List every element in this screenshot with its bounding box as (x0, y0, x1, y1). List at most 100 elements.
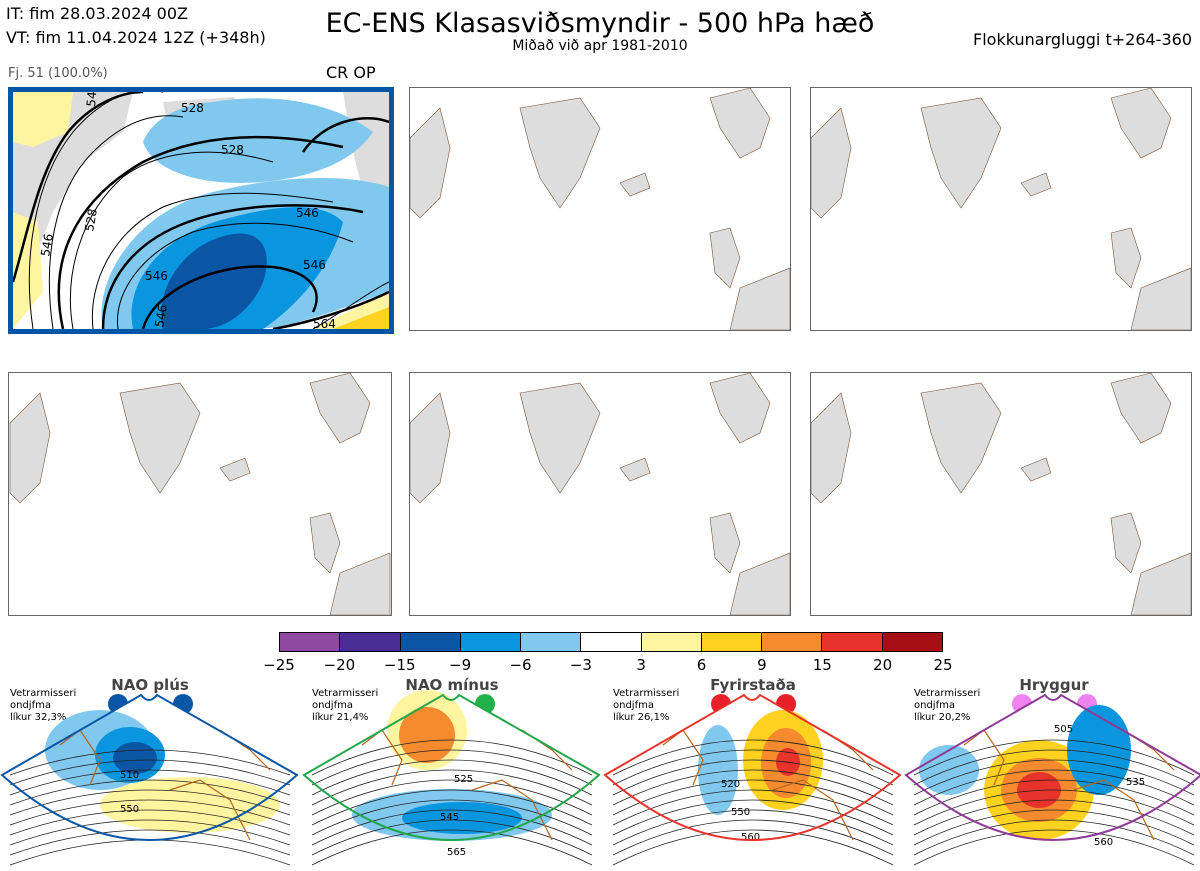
cluster-map-panel-4[interactable] (8, 372, 392, 616)
classification-window: Flokkunargluggi t+264-360 (973, 30, 1192, 49)
height-contour (913, 749, 1195, 786)
map-icon (410, 88, 790, 330)
height-contour (913, 769, 1195, 806)
height-contour (311, 769, 593, 806)
height-contour (311, 819, 593, 856)
cluster-map-panel-1[interactable]: 528 528 546 546 546 528 546 564 546 546 (8, 87, 394, 334)
height-contour (311, 779, 593, 816)
regime-info: Vetrarmisseri ondjfma líkur 32,3% (10, 688, 77, 723)
contour-label: 550 (120, 804, 139, 815)
height-contour (9, 759, 291, 786)
regime-title: Fyrirstaða (710, 676, 796, 694)
colorbar-swatch (822, 633, 883, 651)
colorbar-swatch (460, 633, 522, 651)
colorbar-tick: 9 (757, 656, 767, 674)
regime-title: Hryggur (1019, 676, 1089, 694)
height-contour (9, 749, 291, 776)
anomaly-area (698, 725, 738, 815)
colorbar-tick: 6 (696, 656, 707, 674)
height-contour (9, 839, 291, 866)
colorbar-tick: −15 (383, 656, 416, 674)
height-contour (311, 739, 593, 776)
cluster-map-panel-2[interactable] (409, 87, 791, 331)
contour-label: 546 (145, 269, 168, 283)
contour-label: 550 (731, 807, 750, 818)
height-contour (612, 739, 894, 776)
height-contour (612, 809, 894, 846)
height-contour (612, 759, 894, 796)
contour-label: 505 (1054, 724, 1073, 735)
cluster-ops-label: CR OP (326, 63, 376, 82)
colorbar-swatch (400, 633, 461, 651)
colorbar-tick: 15 (812, 656, 832, 674)
contour-label: 546 (84, 92, 100, 107)
fan-outline (603, 693, 901, 841)
cluster-members-label: Fj. 51 (100.0%) (8, 66, 108, 81)
regime-title: NAO plús (111, 676, 189, 694)
contour-label: 546 (152, 304, 170, 329)
height-contour (311, 759, 593, 796)
map-icon (811, 373, 1191, 615)
height-contour (612, 749, 894, 786)
height-contour (9, 819, 291, 846)
height-contour (311, 809, 593, 846)
colorbar-swatch (882, 633, 942, 651)
contour-label: 528 (181, 101, 204, 115)
page-subtitle: Miðað við apr 1981-2010 (512, 38, 688, 54)
height-contour (913, 779, 1195, 816)
contour-label: 546 (296, 206, 319, 220)
contour-label: 525 (454, 774, 473, 785)
colorbar-swatch (280, 633, 341, 651)
height-contour (612, 779, 894, 816)
contour-label: 535 (1126, 777, 1145, 788)
fan-outline (904, 693, 1200, 841)
map-icon (410, 373, 790, 615)
page-title: EC-ENS Klasasviðsmyndir - 500 hPa hæð (325, 8, 875, 39)
height-contour (9, 809, 291, 836)
regime-fan-map: 520 550 560 (603, 693, 901, 866)
height-contour (9, 789, 291, 816)
colorbar-swatch (581, 633, 642, 651)
height-contour (612, 799, 894, 836)
height-contour (9, 799, 291, 826)
height-contour (612, 829, 894, 866)
height-contour (311, 749, 593, 786)
contour-label: 510 (120, 770, 139, 781)
contour-label: 546 (303, 258, 326, 272)
fan-outline (302, 693, 600, 841)
valid-time: VT: fim 11.04.2024 12Z (+348h) (6, 28, 266, 47)
cluster-map-panel-6[interactable] (810, 372, 1192, 616)
anomaly-colorbar (279, 632, 943, 652)
height-contour (9, 779, 291, 806)
contour-label: 560 (1094, 837, 1113, 848)
contour-label: 545 (440, 812, 459, 823)
height-contour (913, 829, 1195, 866)
height-contour (913, 819, 1195, 856)
colorbar-swatch (521, 633, 582, 651)
contour-label: 560 (741, 832, 760, 843)
height-contour (311, 829, 593, 866)
colorbar-tick: −20 (323, 656, 356, 674)
height-contour (913, 739, 1195, 776)
anomaly-area (1067, 705, 1131, 795)
cluster-map-panel-5[interactable] (409, 372, 791, 616)
height-contour (913, 759, 1195, 796)
colorbar-tick: −3 (569, 656, 592, 674)
colorbar-swatch (762, 633, 823, 651)
contour-label: 528 (82, 208, 100, 233)
height-contour (913, 809, 1195, 846)
contour-label: 520 (721, 779, 740, 790)
height-contour (9, 829, 291, 856)
colorbar-tick: 25 (933, 656, 953, 674)
map-icon (811, 88, 1191, 330)
anomaly-area (399, 707, 455, 763)
colorbar-swatch (641, 633, 702, 651)
colorbar-swatch (701, 633, 763, 651)
colorbar-tick: −25 (263, 656, 295, 674)
regime-fan-map: 525 545 565 (302, 690, 600, 866)
height-contour (311, 799, 593, 836)
regime-info: Vetrarmisseri ondjfma líkur 20,2% (914, 688, 981, 723)
init-time: IT: fim 28.03.2024 00Z (6, 4, 188, 23)
contour-label: 528 (221, 143, 244, 157)
cluster-map-panel-3[interactable] (810, 87, 1192, 331)
